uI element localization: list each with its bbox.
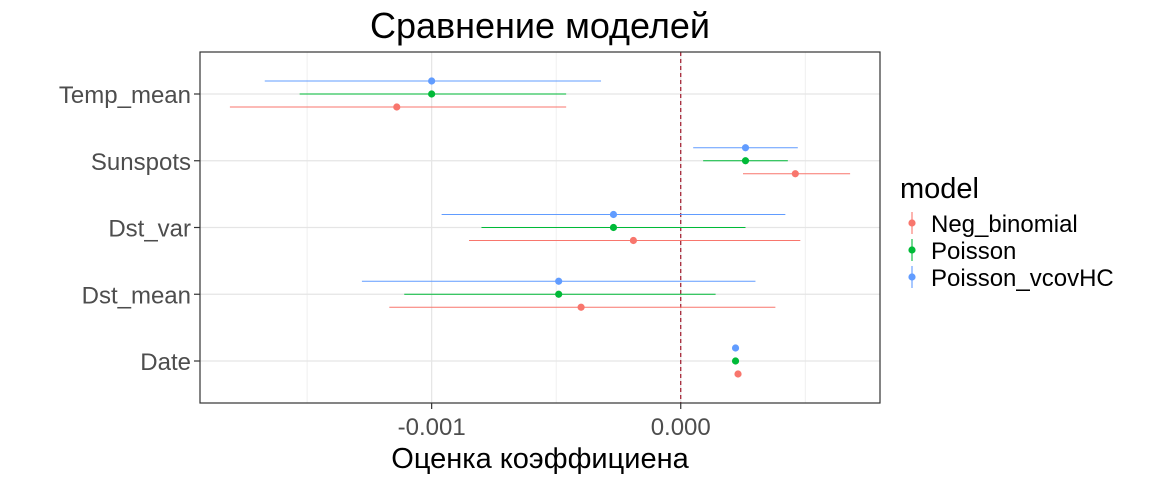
estimate-point: [731, 357, 740, 365]
legend-title: model: [900, 173, 979, 205]
estimate-point: [609, 210, 618, 219]
estimate-point: [741, 144, 750, 152]
estimate-point: [428, 90, 436, 98]
x-tick-label: 0.000: [651, 414, 711, 441]
chart-title: Сравнение моделей: [370, 5, 710, 46]
estimate-point: [393, 103, 401, 111]
estimate-point: [577, 303, 585, 311]
legend-key-point: [908, 219, 916, 227]
legend-label: Poisson_vcovHC: [931, 265, 1114, 292]
legend-label: Poisson: [931, 238, 1016, 265]
y-axis: Temp_mean Sunspots Dst_var Dst_mean Date: [59, 82, 200, 376]
legend-key-point: [908, 273, 916, 281]
y-tick-label: Sunspots: [91, 149, 191, 176]
y-tick-label: Date: [140, 349, 191, 376]
x-tick-label: -0.001: [398, 414, 466, 441]
estimate-point: [609, 223, 618, 232]
estimate-point: [731, 344, 740, 352]
estimate-point: [734, 370, 742, 378]
legend-key-point: [908, 246, 916, 254]
plot-area: [199, 51, 881, 404]
estimate-point: [791, 170, 799, 178]
estimate-point: [741, 157, 750, 165]
y-tick-label: Dst_mean: [82, 282, 191, 309]
marks: [229, 77, 851, 378]
x-axis-title: Оценка коэффициена: [391, 443, 689, 475]
estimate-point: [555, 290, 563, 298]
x-axis: -0.001 0.000: [398, 403, 711, 441]
y-tick-label: Temp_mean: [59, 82, 191, 109]
estimate-point: [428, 77, 436, 85]
estimate-point: [629, 236, 638, 245]
estimate-point: [555, 277, 563, 285]
legend-label: Neg_binomial: [931, 211, 1078, 238]
y-tick-label: Dst_var: [108, 216, 191, 243]
